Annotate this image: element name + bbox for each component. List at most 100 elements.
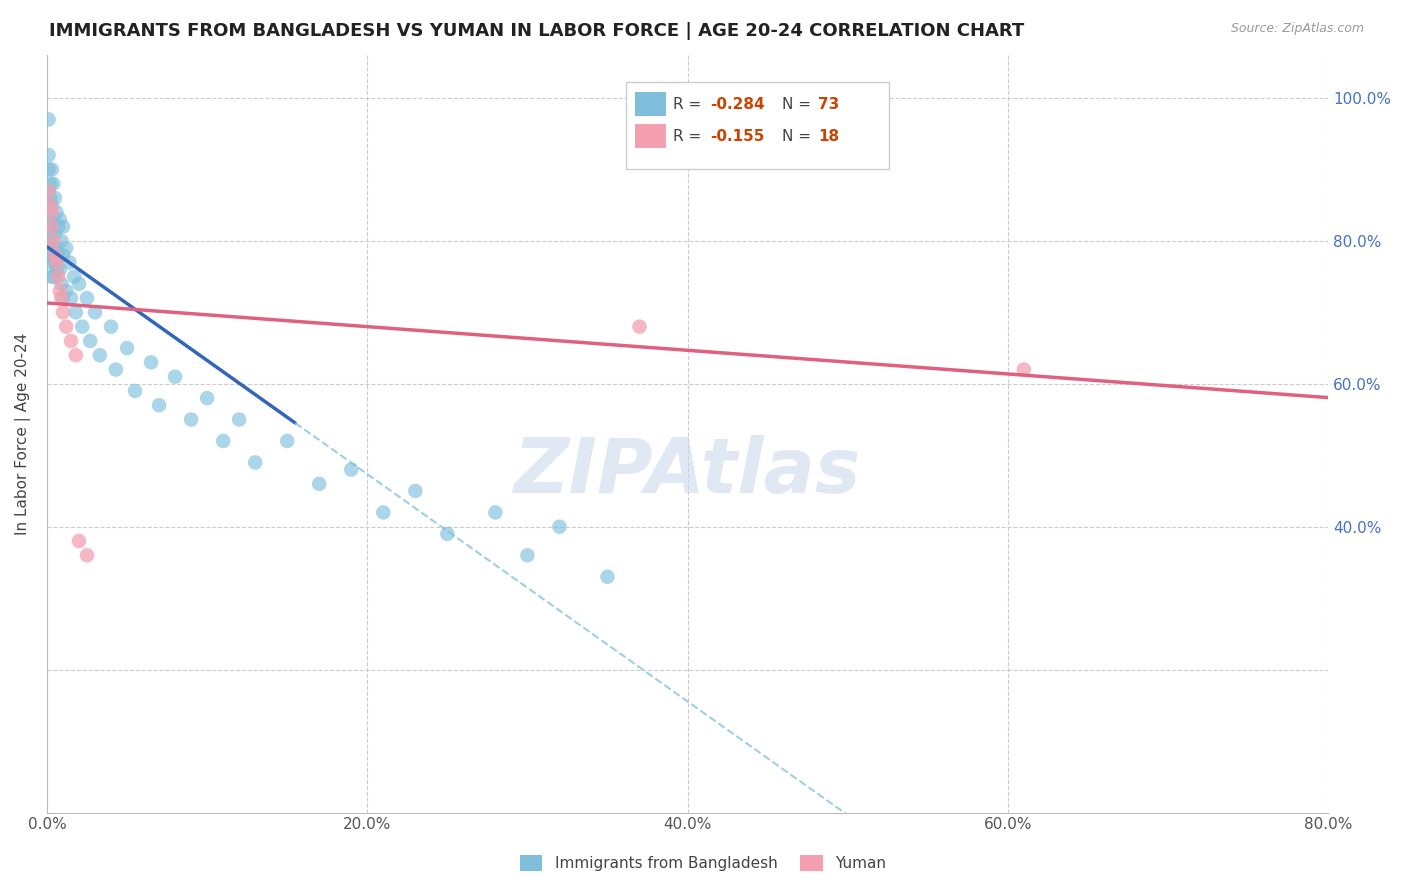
Point (228, 412, 250, 426)
Point (41, 269, 63, 284)
Point (76, 291, 98, 305)
Point (46, 219, 69, 234)
Point (38, 234, 60, 248)
Point (39, 177, 62, 191)
Point (38, 198, 60, 212)
FancyBboxPatch shape (636, 124, 666, 148)
Point (39, 255, 62, 269)
Point (41, 248, 63, 262)
Point (45, 241, 67, 255)
Point (55, 284, 77, 298)
Point (596, 570, 619, 584)
Point (38, 162, 60, 177)
Point (42, 177, 65, 191)
Point (516, 549, 538, 563)
Point (1012, 362, 1035, 376)
Text: ZIPAtlas: ZIPAtlas (513, 434, 862, 508)
Point (51, 291, 73, 305)
Point (148, 398, 170, 412)
Point (42, 234, 65, 248)
Point (38, 184, 60, 198)
Point (165, 369, 187, 384)
Point (45, 255, 67, 269)
Point (180, 412, 202, 426)
Point (42, 241, 65, 255)
Point (39, 241, 62, 255)
Text: 18: 18 (818, 128, 839, 144)
Point (67, 534, 90, 549)
Point (51, 234, 73, 248)
Point (484, 505, 506, 519)
Point (70, 319, 93, 334)
Point (42, 269, 65, 284)
Point (39, 212, 62, 227)
Point (41, 219, 63, 234)
Point (59, 291, 82, 305)
Point (55, 241, 77, 255)
Text: -0.284: -0.284 (710, 97, 765, 112)
Point (39, 198, 62, 212)
Y-axis label: In Labor Force | Age 20-24: In Labor Force | Age 20-24 (15, 333, 31, 535)
Point (308, 476, 330, 491)
Text: R =: R = (673, 97, 707, 112)
Point (52, 291, 75, 305)
Point (212, 434, 235, 448)
Point (46, 269, 69, 284)
Text: -0.155: -0.155 (710, 128, 765, 144)
FancyBboxPatch shape (636, 92, 666, 117)
Point (124, 384, 146, 398)
Point (63, 269, 86, 284)
Point (139, 355, 162, 369)
Text: R =: R = (673, 128, 707, 144)
Point (548, 520, 571, 534)
Point (38, 248, 60, 262)
Point (45, 205, 67, 219)
Point (100, 319, 122, 334)
Point (41, 219, 63, 234)
Point (59, 334, 82, 348)
Point (55, 319, 77, 334)
Point (39, 227, 62, 241)
Text: Source: ZipAtlas.com: Source: ZipAtlas.com (1230, 22, 1364, 36)
Point (52, 248, 75, 262)
FancyBboxPatch shape (626, 82, 889, 169)
Point (44, 255, 66, 269)
Point (38, 219, 60, 234)
Point (79, 334, 101, 348)
Point (243, 455, 266, 469)
Point (436, 527, 458, 541)
Point (67, 277, 90, 291)
Point (52, 219, 75, 234)
Point (41, 162, 63, 177)
Point (373, 505, 395, 519)
Point (65, 348, 87, 362)
Point (38, 148, 60, 162)
Point (52, 305, 75, 319)
Point (42, 212, 65, 227)
Point (39, 191, 62, 205)
Point (65, 305, 87, 319)
Point (76, 549, 98, 563)
Text: N =: N = (782, 97, 817, 112)
Point (46, 248, 69, 262)
Point (38, 112, 60, 127)
Point (49, 212, 72, 227)
Point (628, 319, 651, 334)
Point (89, 348, 111, 362)
Point (45, 262, 67, 277)
Point (44, 248, 66, 262)
Point (38, 184, 60, 198)
Point (51, 277, 73, 291)
Point (115, 341, 138, 355)
Point (276, 434, 298, 448)
Point (44, 227, 66, 241)
Point (49, 284, 72, 298)
Point (340, 462, 363, 476)
Point (404, 483, 426, 498)
Point (41, 205, 63, 219)
Legend: Immigrants from Bangladesh, Yuman: Immigrants from Bangladesh, Yuman (513, 849, 893, 877)
Point (41, 198, 63, 212)
Point (195, 391, 218, 405)
Point (84, 305, 107, 319)
Text: N =: N = (782, 128, 817, 144)
